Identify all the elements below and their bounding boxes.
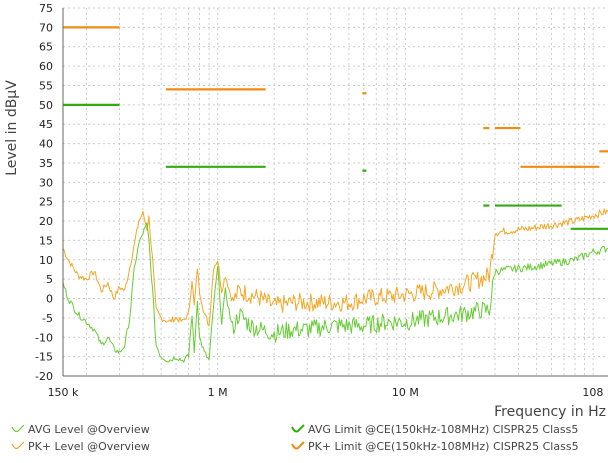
y-tick-label: 30 — [39, 176, 53, 189]
y-tick-label: 5 — [46, 273, 53, 286]
y-tick-label: 65 — [39, 41, 53, 54]
axes: 757065605550454035302520151050-5-10-15-2… — [35, 2, 608, 399]
y-tick-label: 15 — [39, 234, 53, 247]
y-tick-label: 10 — [39, 254, 53, 267]
legend-swatch-icon — [11, 441, 25, 450]
legend-label: AVG Level @Overview — [28, 423, 150, 436]
y-tick-label: -10 — [35, 331, 53, 344]
y-tick-label: 55 — [39, 79, 53, 92]
y-tick-label: 20 — [39, 215, 53, 228]
x-axis-title: Frequency in Hz — [494, 404, 606, 420]
legend-label: AVG Limit @CE(150kHz-108MHz) CISPR25 Cla… — [308, 423, 578, 436]
legend-swatch-icon — [291, 424, 305, 433]
y-tick-label: 50 — [39, 99, 53, 112]
y-tick-label: 40 — [39, 138, 53, 151]
y-tick-label: -5 — [42, 312, 53, 325]
pk-level-trace — [62, 208, 608, 327]
x-tick-label: 1 M — [208, 386, 228, 399]
y-tick-label: 70 — [39, 21, 53, 34]
legend-swatch-icon — [11, 424, 25, 433]
y-tick-label: 0 — [46, 293, 53, 306]
y-tick-label: -20 — [35, 370, 53, 383]
y-tick-label: 35 — [39, 157, 53, 170]
y-tick-label: 25 — [39, 196, 53, 209]
x-tick-label: 150 k — [48, 386, 79, 399]
legend-label: PK+ Limit @CE(150kHz-108MHz) CISPR25 Cla… — [308, 440, 579, 453]
y-tick-label: 75 — [39, 2, 53, 15]
plot-area — [62, 26, 608, 363]
grid — [63, 7, 608, 377]
legend-swatch-icon — [291, 441, 305, 450]
x-tick-label: 108 M — [582, 386, 608, 399]
y-axis-title: Level in dBµV — [4, 80, 20, 176]
legend-label: PK+ Level @Overview — [28, 440, 150, 453]
legend: AVG Level @Overview PK+ Level @Overview AV… — [11, 423, 579, 453]
x-tick-label: 10 M — [392, 386, 419, 399]
y-tick-label: -15 — [35, 351, 53, 364]
y-tick-label: 60 — [39, 60, 53, 73]
avg-level-trace — [62, 222, 608, 363]
y-tick-label: 45 — [39, 118, 53, 131]
